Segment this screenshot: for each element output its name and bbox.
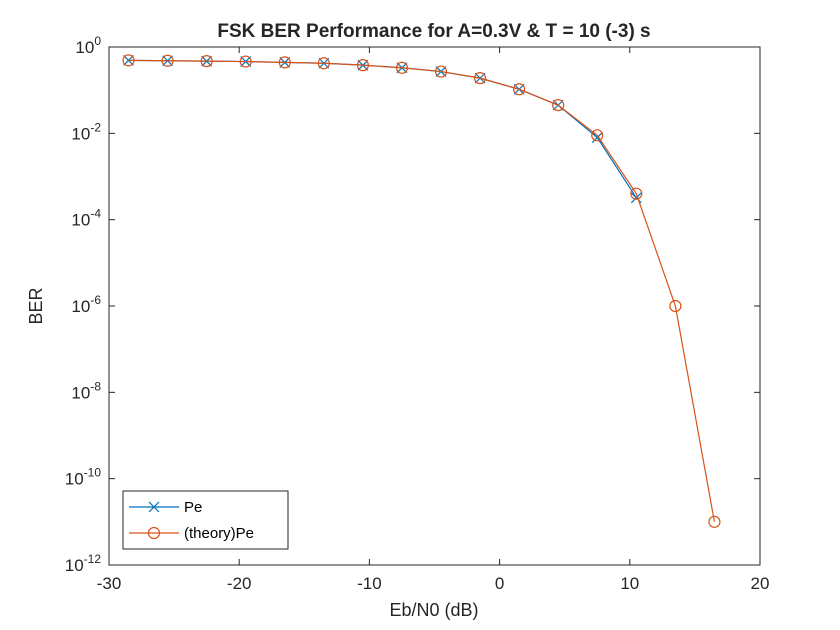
y-tick-base: 10: [65, 470, 84, 489]
y-tick-label-5: 10-10: [65, 466, 102, 489]
plot-area: [108, 46, 761, 566]
y-axis-label: BER: [26, 287, 46, 324]
y-tick-base: 10: [71, 124, 90, 143]
chart-title: FSK BER Performance for A=0.3V & T = 10 …: [217, 21, 650, 42]
data-point-1-5: [317, 57, 330, 70]
legend-marker-0: [148, 501, 160, 513]
data-point-1-15: [708, 515, 721, 528]
y-tick-label-4: 10-8: [71, 379, 101, 402]
series-layer: [122, 54, 721, 528]
legend-entry-1: (theory)Pe: [129, 525, 254, 542]
legend-label-0: Pe: [184, 499, 202, 516]
y-tick-label-3: 10-6: [71, 293, 101, 316]
x-tick-label-3: 0: [495, 574, 504, 593]
data-point-1-7: [395, 61, 409, 74]
x-tick-label-0: -30: [97, 574, 122, 593]
legend-box: [122, 490, 289, 550]
legend: Pe (theory)Pe: [122, 490, 289, 550]
x-axis-label: Eb/N0 (dB): [389, 600, 478, 620]
x-tick-label-4: 10: [620, 574, 639, 593]
y-tick-exponent: -8: [90, 379, 101, 393]
axes-ticks: -30 -20 -10 0 10 2010010-210-410-610-810-1010…: [65, 34, 770, 593]
legend-entries: Pe (theory)Pe: [129, 499, 254, 542]
y-tick-label-0: 100: [75, 34, 101, 57]
y-tick-label-1: 10-2: [71, 120, 101, 143]
data-point-1-8: [434, 65, 448, 78]
y-tick-label-6: 10-12: [65, 552, 102, 575]
y-tick-base: 10: [71, 297, 90, 316]
y-tick-exponent: -6: [90, 293, 101, 307]
y-tick-exponent: -10: [84, 466, 102, 480]
y-tick-base: 10: [75, 38, 94, 57]
y-tick-exponent: -4: [90, 207, 101, 221]
legend-label-1: (theory)Pe: [184, 525, 254, 542]
legend-entry-0: Pe: [129, 499, 202, 516]
y-tick-base: 10: [71, 383, 90, 402]
series-1: [122, 54, 721, 528]
series-line-1: [128, 59, 716, 522]
data-point-1-12: [591, 129, 604, 142]
data-point-1-13: [630, 187, 643, 200]
data-point-1-1: [161, 54, 174, 67]
legend-marker-1: [147, 526, 161, 540]
data-point-1-14: [669, 299, 682, 313]
y-tick-exponent: -12: [84, 552, 102, 566]
y-tick-exponent: -2: [90, 120, 101, 134]
data-point-1-11: [552, 99, 565, 112]
data-point-0-13: [630, 192, 642, 204]
y-tick-base: 10: [65, 556, 84, 575]
x-tick-label-5: 20: [751, 574, 770, 593]
data-point-1-4: [278, 56, 291, 69]
y-tick-exponent: 0: [94, 34, 101, 48]
data-point-1-6: [356, 59, 369, 72]
data-point-1-9: [473, 72, 487, 85]
data-point-1-0: [122, 54, 135, 67]
x-tick-label-1: -20: [227, 574, 252, 593]
data-point-1-2: [200, 55, 213, 68]
data-point-1-3: [239, 55, 252, 68]
y-tick-base: 10: [71, 211, 90, 230]
data-point-1-10: [513, 83, 526, 96]
x-tick-label-2: -10: [357, 574, 382, 593]
y-tick-label-2: 10-4: [71, 207, 101, 230]
